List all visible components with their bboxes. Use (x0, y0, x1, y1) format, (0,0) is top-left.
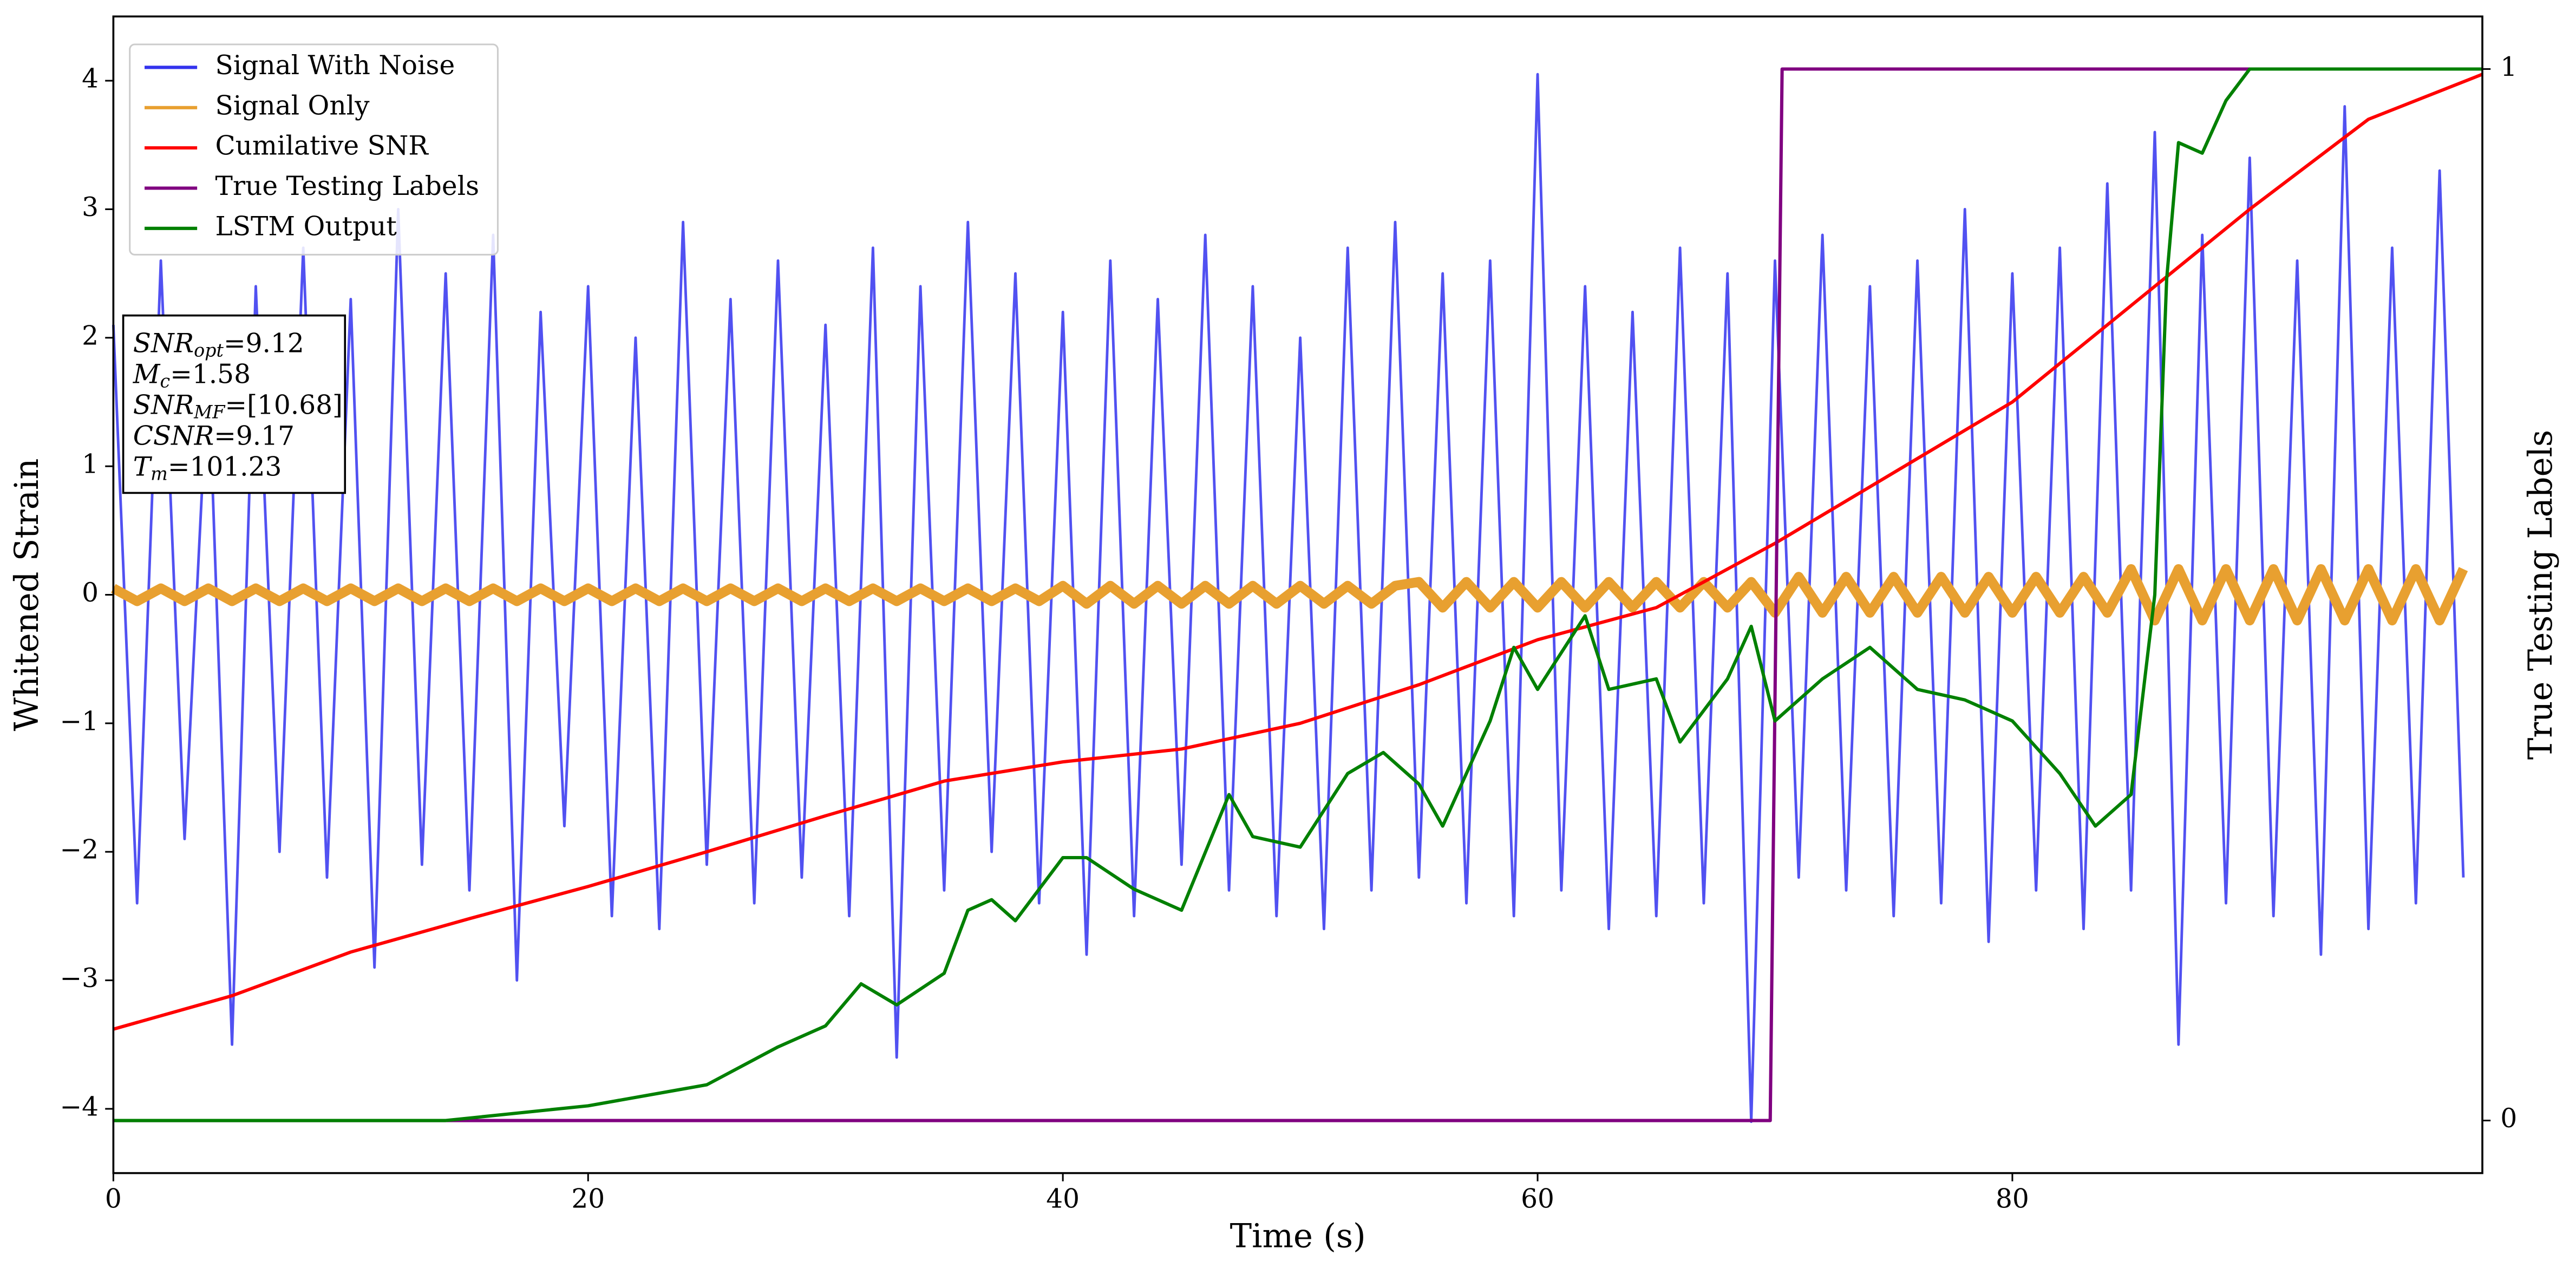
y-tick-label: 3 (82, 192, 99, 223)
annotation-line: Tm=101.23 (133, 452, 282, 485)
series-line (111, 564, 2468, 626)
x-tick-label: 0 (105, 1184, 122, 1214)
y-tick-label: −3 (60, 963, 99, 994)
annotation: SNRopt=9.12Mc=1.58SNRMF=[10.68]CSNR=9.17… (122, 314, 346, 494)
annotation-symbol: SNR (133, 328, 194, 358)
annotation-symbol: CSNR (133, 421, 214, 451)
plot-area (111, 67, 2483, 1123)
annotation-symbol: SNR (133, 390, 194, 420)
annotation-line: SNRMF=[10.68] (133, 390, 343, 423)
y-tick-label: 2 (82, 321, 99, 351)
annotation-subscript: opt (194, 339, 224, 361)
y-axis-label: Whitened Strain (8, 459, 46, 731)
annotation-value: =1.58 (170, 359, 251, 389)
legend-label: True Testing Labels (215, 171, 480, 201)
annotation-symbol: M (133, 359, 161, 389)
legend-box (129, 43, 499, 256)
series-line (113, 73, 2483, 1031)
annotation-value: =101.23 (168, 452, 282, 482)
legend-label: LSTM Output (215, 211, 397, 241)
legend-label: Signal Only (215, 90, 370, 121)
annotation-box (122, 314, 346, 494)
x-tick-label: 40 (1046, 1184, 1080, 1214)
annotation-subscript: m (151, 463, 168, 485)
y-tick-label: 1 (82, 449, 99, 480)
series-line (113, 67, 2483, 1122)
annotation-value: =[10.68] (225, 390, 343, 420)
legend: Signal With Noise Signal Only Cumilative S… (129, 43, 499, 256)
annotation-value: =9.12 (224, 328, 304, 358)
annotation-line: SNRopt=9.12 (133, 328, 304, 361)
x-axis-label: Time (s) (1230, 1218, 1366, 1256)
y-tick-label: −4 (60, 1092, 99, 1122)
annotation-value: =9.17 (214, 421, 295, 451)
y2-axis-label: True Testing Labels (2522, 430, 2560, 760)
y-tick-label: −2 (60, 835, 99, 865)
x-tick-label: 20 (571, 1184, 605, 1214)
legend-label: Cumilative SNR (215, 131, 429, 161)
annotation-line: Mc=1.58 (133, 359, 251, 392)
x-tick-label: 60 (1521, 1184, 1554, 1214)
x-tick-label: 80 (1996, 1184, 2029, 1214)
y-tick-label: 0 (82, 578, 99, 608)
annotation-symbol: T (133, 452, 153, 482)
y2-tick-label: 1 (2500, 52, 2517, 82)
annotation-subscript: c (160, 370, 171, 391)
annotation-line: CSNR=9.17 (133, 421, 295, 451)
y-tick-label: 4 (82, 64, 99, 94)
annotation-subscript: MF (193, 402, 226, 423)
y2-tick-label: 0 (2500, 1103, 2517, 1134)
series-line (113, 67, 2483, 1122)
legend-label: Signal With Noise (215, 50, 455, 81)
y-tick-label: −1 (60, 706, 99, 736)
